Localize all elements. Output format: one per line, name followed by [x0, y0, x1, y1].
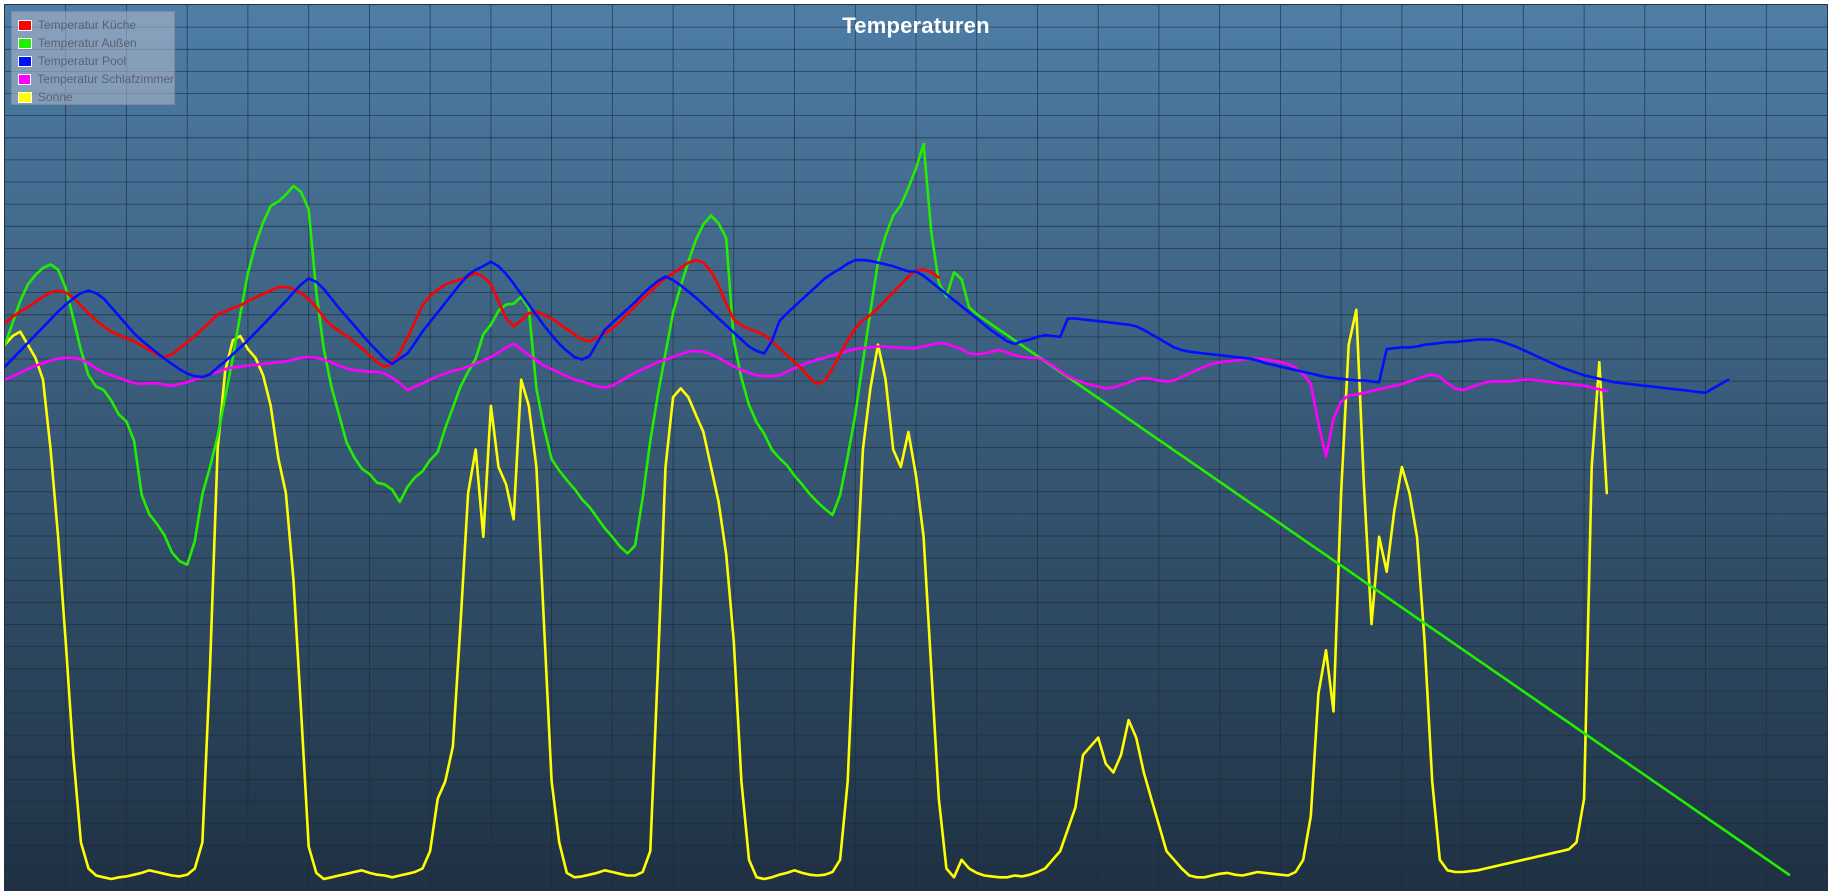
- legend-label: Sonne: [38, 90, 73, 104]
- legend-swatch-kueche: [18, 19, 32, 31]
- series-line-sonne: [5, 308, 1609, 881]
- legend-swatch-aussen: [18, 37, 32, 49]
- legend-item-sonne[interactable]: Sonne: [18, 88, 174, 106]
- legend-swatch-sonne: [18, 91, 32, 103]
- chart-frame: Temperaturen Temperatur Küche Temperatur…: [4, 4, 1828, 891]
- grid: [5, 5, 1827, 890]
- legend-item-schlafzimmer[interactable]: Temperatur Schlafzimmer: [18, 70, 174, 88]
- series-line-temperatur-schlafzimmer: [5, 341, 1609, 458]
- legend-label: Temperatur Schlafzimmer: [37, 72, 174, 86]
- line-chart: [5, 5, 1827, 890]
- legend-label: Temperatur Außen: [38, 36, 137, 50]
- series-line-temperatur-pool: [5, 258, 1730, 395]
- legend-swatch-pool: [18, 55, 32, 67]
- legend-label: Temperatur Pool: [38, 54, 127, 68]
- legend-label: Temperatur Küche: [38, 18, 137, 32]
- series-layer: [5, 142, 1791, 881]
- legend-item-kueche[interactable]: Temperatur Küche: [18, 16, 174, 34]
- legend-swatch-schlafzimmer: [18, 73, 32, 85]
- legend-item-pool[interactable]: Temperatur Pool: [18, 52, 174, 70]
- chart-title: Temperaturen: [842, 13, 990, 38]
- legend-item-aussen[interactable]: Temperatur Außen: [18, 34, 174, 52]
- series-line-temperatur-au-en: [5, 142, 1791, 877]
- legend[interactable]: Temperatur Küche Temperatur Außen Temper…: [11, 11, 175, 105]
